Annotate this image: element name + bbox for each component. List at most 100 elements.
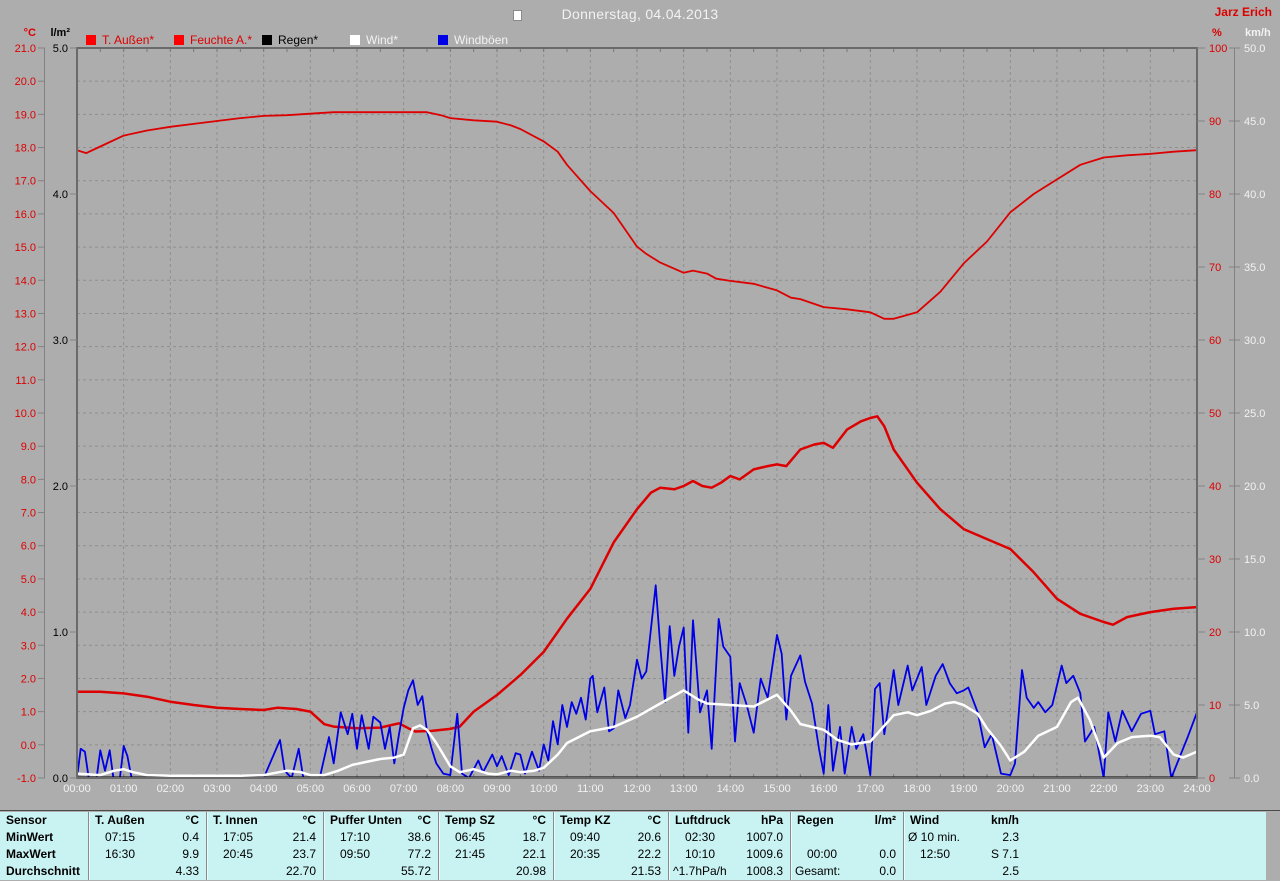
- table-column-1: T. Innen °C 17:05 21.4 20:45 23.7 22.70: [206, 812, 324, 880]
- cell-value: 22.70: [285, 864, 316, 878]
- summary-table: Sensor MinWert MaxWert Durchschnitt T. Außen…: [0, 810, 1280, 881]
- table-column-7: Wind km/h Ø 10 min. 2.3 12:50 S 7.1 2.5: [903, 812, 1027, 880]
- svg-text:50.0: 50.0: [1244, 43, 1265, 55]
- legend-item-1: Feuchte A.*: [174, 33, 262, 47]
- watermark-author: Jarz Erich: [1214, 5, 1272, 19]
- table-column-3: Temp SZ °C 06:45 18.7 21:45 22.1 20.98: [438, 812, 554, 880]
- cell-value: 18.7: [522, 830, 546, 844]
- svg-text:5.0: 5.0: [1244, 700, 1259, 712]
- svg-text:14:00: 14:00: [717, 783, 745, 795]
- legend-swatch-icon: [174, 35, 184, 45]
- cell-value: 1009.6: [746, 847, 783, 861]
- cell-time: 16:30: [105, 847, 136, 861]
- svg-text:19.0: 19.0: [15, 109, 36, 121]
- legend-item-4: Windböen: [438, 33, 526, 47]
- cell-time: ^1.7hPa/h: [673, 864, 727, 878]
- column-unit: km/h: [990, 813, 1019, 827]
- svg-text:05:00: 05:00: [297, 783, 325, 795]
- cell-time: 09:40: [570, 830, 601, 844]
- table-row-labels: Sensor MinWert MaxWert Durchschnitt: [0, 812, 88, 880]
- svg-text:09:00: 09:00: [483, 783, 511, 795]
- column-header: Puffer Unten: [330, 813, 402, 827]
- page-title: Donnerstag, 04.04.2013: [561, 6, 719, 22]
- svg-text:08:00: 08:00: [437, 783, 465, 795]
- cell-time: 20:45: [223, 847, 254, 861]
- cell-time: 07:15: [105, 830, 136, 844]
- row-label: Durchschnitt: [6, 864, 81, 878]
- cell-time: 09:50: [340, 847, 371, 861]
- svg-text:1.0: 1.0: [53, 627, 68, 639]
- svg-text:3.0: 3.0: [53, 335, 68, 347]
- svg-text:7.0: 7.0: [21, 508, 36, 520]
- svg-text:22:00: 22:00: [1090, 783, 1118, 795]
- legend-item-0: T. Außen*: [86, 33, 174, 47]
- svg-text:20.0: 20.0: [15, 76, 36, 88]
- column-unit: °C: [417, 813, 431, 827]
- svg-text:80: 80: [1209, 189, 1221, 201]
- column-header: T. Außen: [95, 813, 145, 827]
- svg-text:10:00: 10:00: [530, 783, 558, 795]
- svg-text:0.0: 0.0: [53, 773, 68, 785]
- cell-value: 1008.3: [746, 864, 783, 878]
- table-column-4: Temp KZ °C 09:40 20.6 20:35 22.2 21.53: [553, 812, 669, 880]
- svg-text:13:00: 13:00: [670, 783, 698, 795]
- svg-text:10.0: 10.0: [15, 408, 36, 420]
- svg-text:04:00: 04:00: [250, 783, 278, 795]
- svg-text:11.0: 11.0: [15, 375, 36, 387]
- cell-value: 2.3: [1002, 830, 1019, 844]
- svg-text:4.0: 4.0: [53, 189, 68, 201]
- legend-item-3: Wind*: [350, 33, 438, 47]
- legend-label: Feuchte A.*: [190, 33, 253, 47]
- series-feuchte-a-: [77, 111, 1197, 320]
- row-label: MinWert: [6, 830, 54, 844]
- axis-unit-rain: l/m²: [50, 27, 70, 39]
- svg-text:8.0: 8.0: [21, 474, 36, 486]
- cell-time: 20:35: [570, 847, 601, 861]
- svg-text:06:00: 06:00: [343, 783, 371, 795]
- svg-text:6.0: 6.0: [21, 541, 36, 553]
- svg-text:17.0: 17.0: [15, 176, 36, 188]
- svg-text:2.0: 2.0: [53, 481, 68, 493]
- gridlines: [77, 48, 1197, 778]
- row-label: MaxWert: [6, 847, 56, 861]
- cell-value: 23.7: [292, 847, 316, 861]
- title-marker: [513, 10, 522, 21]
- svg-text:-1.0: -1.0: [17, 773, 36, 785]
- svg-text:100: 100: [1209, 43, 1227, 55]
- cell-time: 06:45: [455, 830, 486, 844]
- svg-text:20: 20: [1209, 627, 1221, 639]
- cell-value: 9.9: [182, 847, 199, 861]
- summary-table-body: Sensor MinWert MaxWert Durchschnitt T. Außen…: [0, 812, 1266, 880]
- svg-text:30: 30: [1209, 554, 1221, 566]
- svg-text:5.0: 5.0: [21, 574, 36, 586]
- svg-text:30.0: 30.0: [1244, 335, 1265, 347]
- svg-text:23:00: 23:00: [1137, 783, 1165, 795]
- svg-text:19:00: 19:00: [950, 783, 978, 795]
- legend-swatch-icon: [262, 35, 272, 45]
- svg-text:45.0: 45.0: [1244, 116, 1265, 128]
- svg-text:3.0: 3.0: [21, 640, 36, 652]
- svg-text:10: 10: [1209, 700, 1221, 712]
- svg-text:07:00: 07:00: [390, 783, 418, 795]
- cell-time: 00:00: [807, 847, 838, 861]
- column-unit: °C: [647, 813, 661, 827]
- svg-text:11:00: 11:00: [577, 783, 604, 795]
- svg-text:15:00: 15:00: [763, 783, 791, 795]
- cell-value: 0.0: [879, 864, 896, 878]
- cell-value: 1007.0: [746, 830, 783, 844]
- series-group: [77, 111, 1197, 778]
- chart-plot: 21.0 20.0 19.0 18.0 17.0 16.0 15.0 14.0 13.0 12.0…: [15, 43, 1266, 795]
- column-unit: hPa: [760, 813, 783, 827]
- svg-text:17:00: 17:00: [857, 783, 885, 795]
- cell-value: 38.6: [407, 830, 431, 844]
- svg-text:40: 40: [1209, 481, 1221, 493]
- series-t-au-en: [77, 415, 1197, 733]
- axis-rain: 5.0 4.0 3.0 2.0 1.0 0.0: [53, 43, 77, 785]
- legend-label: Windböen: [454, 33, 509, 47]
- axis-temperature: 21.0 20.0 19.0 18.0 17.0 16.0 15.0 14.0 13.0 12.0…: [15, 43, 45, 785]
- legend-swatch-icon: [438, 35, 448, 45]
- legend-label: T. Außen*: [102, 33, 155, 47]
- column-unit: °C: [185, 813, 199, 827]
